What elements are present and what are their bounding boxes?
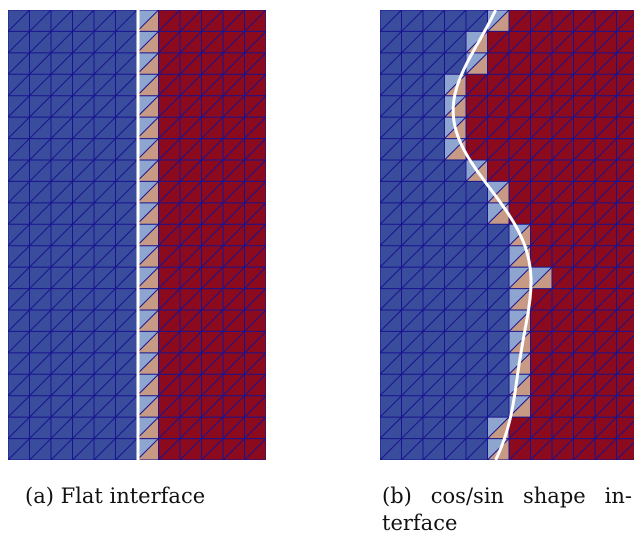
mesh-plot-flat bbox=[8, 10, 266, 460]
mesh-plot-cossin bbox=[380, 10, 634, 460]
subfigure-b-mesh bbox=[380, 10, 634, 460]
caption-b: (b) cos/sin shape in- terface bbox=[382, 483, 632, 537]
caption-b-line-2: terface bbox=[382, 510, 632, 537]
subfigure-a-mesh bbox=[8, 10, 266, 460]
caption-a: (a) Flat interface bbox=[25, 483, 285, 510]
caption-b-line-1: (b) cos/sin shape in- bbox=[382, 483, 632, 510]
